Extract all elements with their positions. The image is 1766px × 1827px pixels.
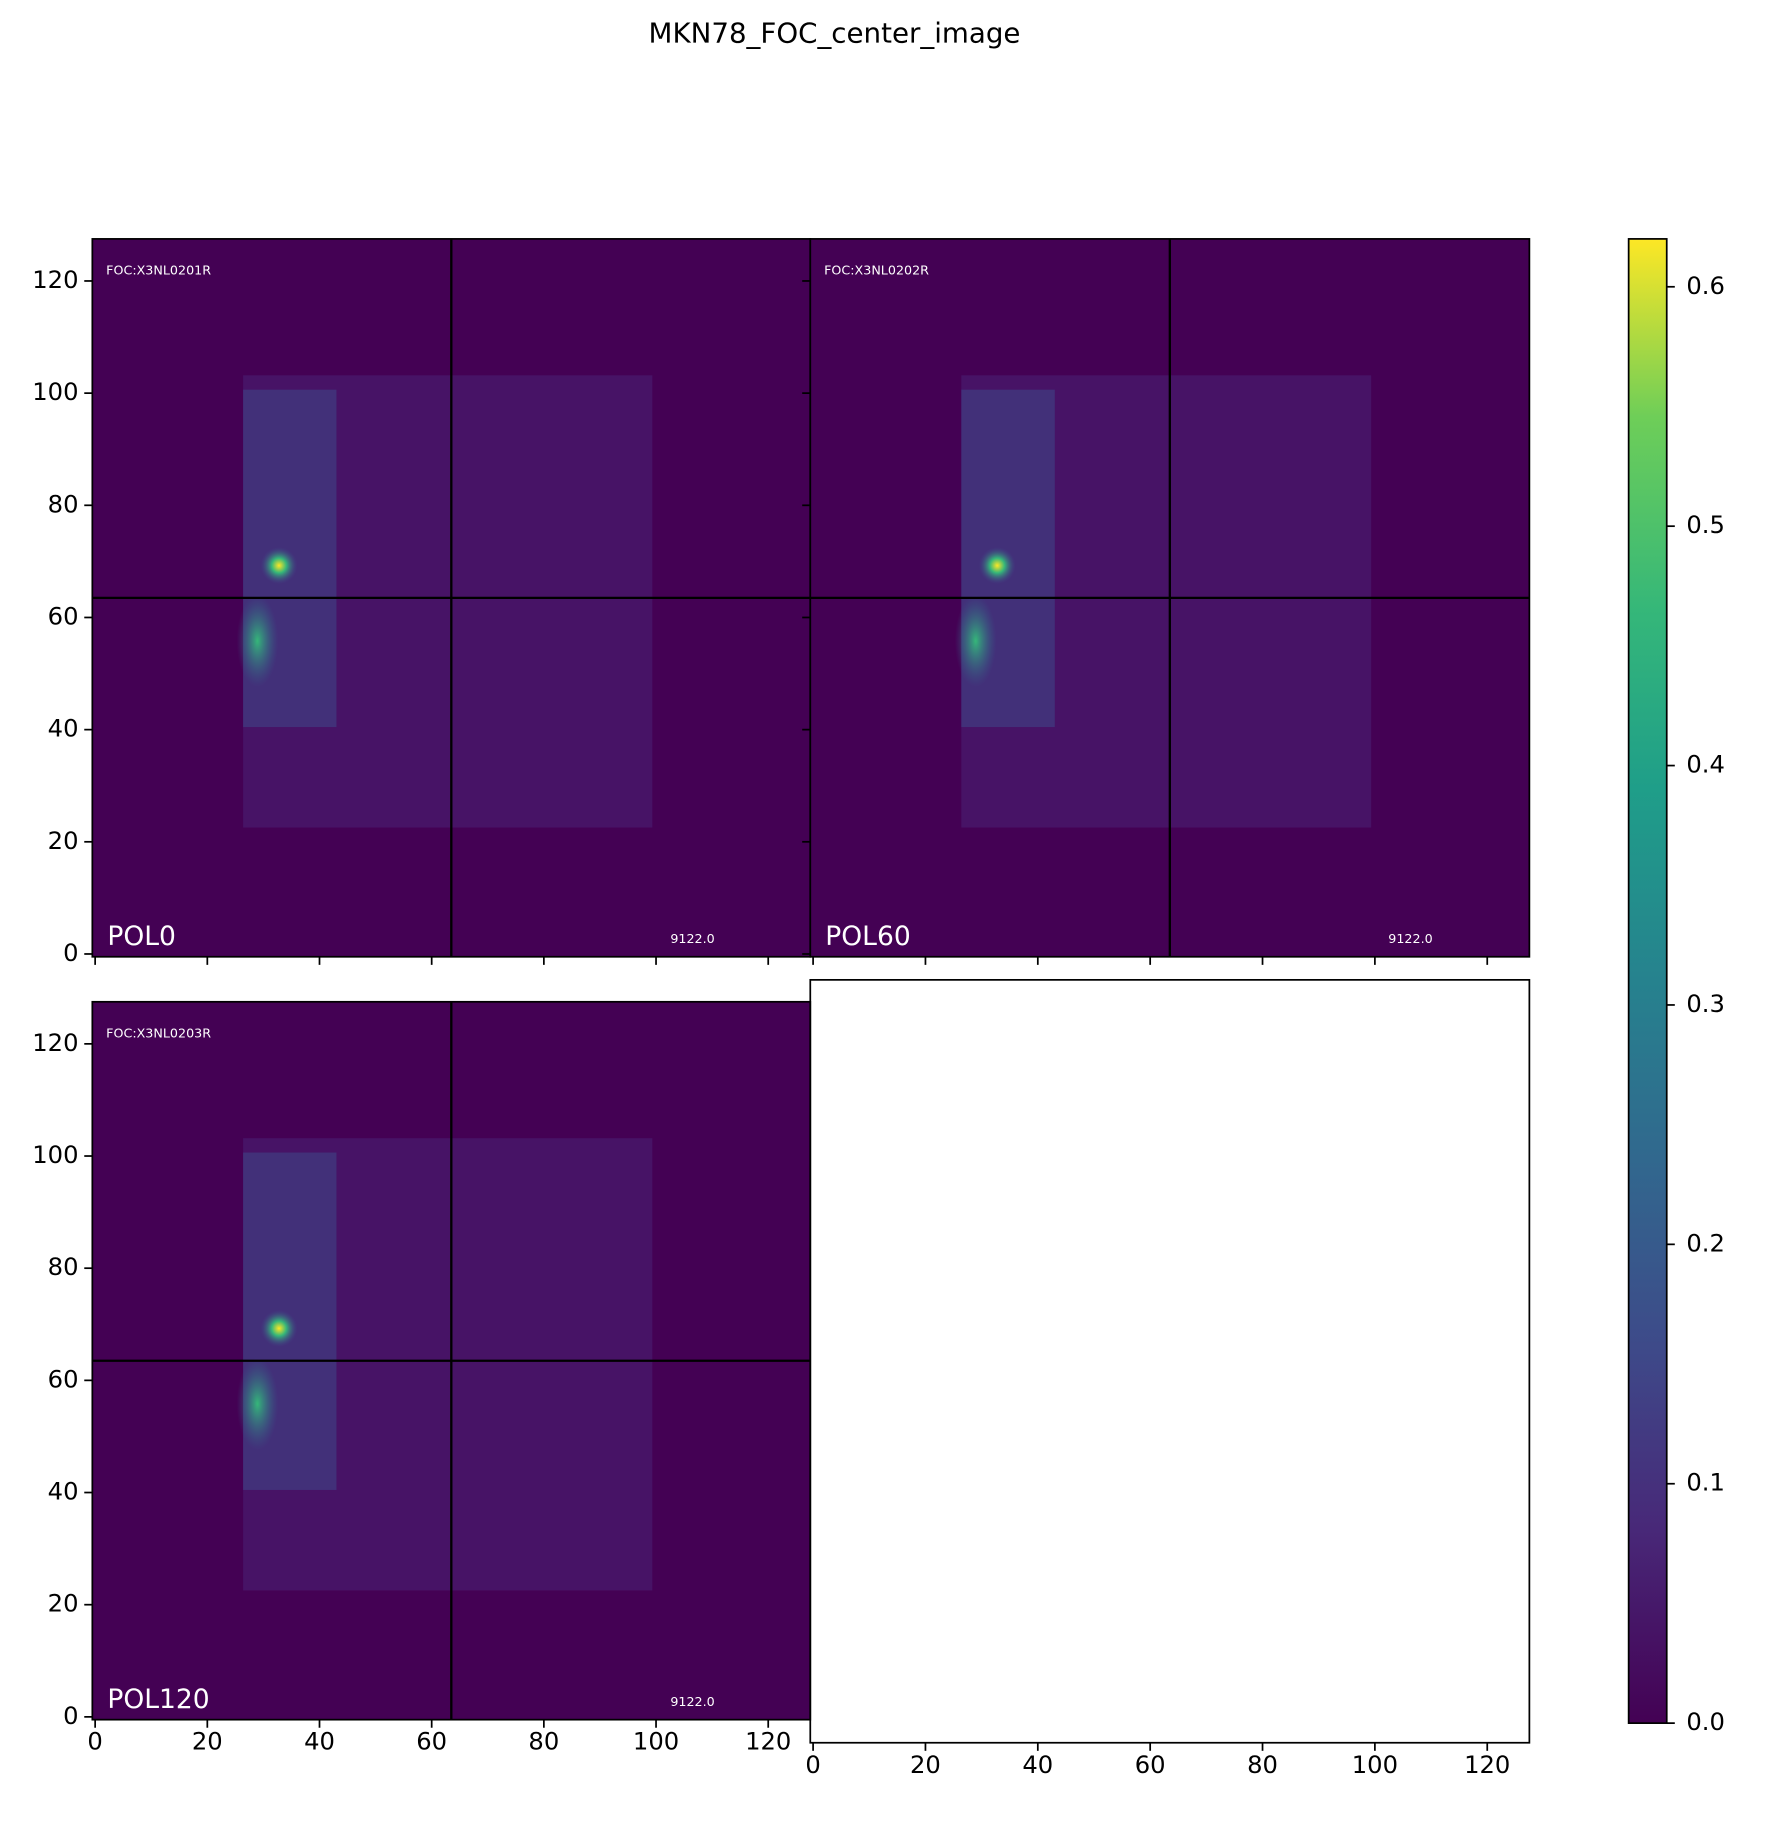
colorbar — [1627, 238, 1668, 1724]
corner-text: FOC:X3NL0201R — [106, 263, 211, 278]
exptime-text: 9122.0 — [670, 931, 714, 946]
x-tick-label: 80 — [528, 1728, 559, 1756]
panel-label: POL60 — [825, 921, 910, 952]
exptime-text: 9122.0 — [670, 1694, 714, 1709]
y-tick-label: 120 — [32, 1029, 78, 1057]
x-tick-label: 40 — [304, 1728, 335, 1756]
x-tick-label: 120 — [745, 1728, 791, 1756]
corner-text: FOC:X3NL0203R — [106, 1026, 211, 1041]
exptime-text: 9122.0 — [1388, 931, 1432, 946]
x-tick-label: 100 — [1352, 1751, 1398, 1779]
image-blob — [236, 1357, 279, 1450]
y-tick-label: 120 — [32, 266, 78, 294]
figure-title: MKN78_FOC_center_image — [649, 17, 1021, 50]
y-tick-label: 40 — [48, 715, 79, 743]
x-tick-label: 40 — [1022, 1751, 1053, 1779]
x-tick-label: 0 — [805, 1751, 820, 1779]
axes-frame — [809, 238, 1531, 958]
y-tick-label: 20 — [48, 1590, 79, 1618]
image-hotspot — [260, 547, 298, 585]
x-tick-label: 20 — [192, 1728, 223, 1756]
x-tick-label: 60 — [1135, 1751, 1166, 1779]
colorbar-tick-label: 0.4 — [1686, 751, 1725, 779]
panel-label: POL0 — [107, 921, 176, 952]
y-tick-label: 80 — [48, 490, 79, 518]
y-tick-label: 0 — [63, 939, 78, 967]
y-tick-label: 60 — [48, 1365, 79, 1393]
x-tick-label: 60 — [416, 1728, 447, 1756]
colorbar-tick-label: 0.1 — [1686, 1469, 1725, 1497]
axes-frame — [809, 978, 1531, 1744]
image-hotspot — [978, 547, 1016, 585]
y-tick-label: 20 — [48, 827, 79, 855]
colorbar-tick-label: 0.5 — [1686, 511, 1725, 539]
image-blob — [236, 594, 279, 688]
y-tick-label: 80 — [48, 1253, 79, 1281]
x-tick-label: 120 — [1464, 1751, 1510, 1779]
colorbar-tick-label: 0.6 — [1686, 272, 1725, 300]
x-tick-label: 100 — [633, 1728, 679, 1756]
colorbar-tick-label: 0.2 — [1686, 1229, 1725, 1257]
y-tick-label: 100 — [32, 378, 78, 406]
colorbar-tick-label: 0.0 — [1686, 1708, 1725, 1736]
image-blob — [954, 594, 997, 688]
image-hotspot — [260, 1309, 298, 1347]
y-tick-label: 0 — [63, 1702, 78, 1730]
colorbar-tick-label: 0.3 — [1686, 990, 1725, 1018]
x-tick-label: 80 — [1247, 1751, 1278, 1779]
y-tick-label: 60 — [48, 602, 79, 630]
x-tick-label: 20 — [910, 1751, 941, 1779]
x-tick-label: 0 — [87, 1728, 102, 1756]
corner-text: FOC:X3NL0202R — [824, 263, 929, 278]
y-tick-label: 100 — [32, 1141, 78, 1169]
panel-label: POL120 — [107, 1684, 209, 1715]
y-tick-label: 40 — [48, 1478, 79, 1506]
